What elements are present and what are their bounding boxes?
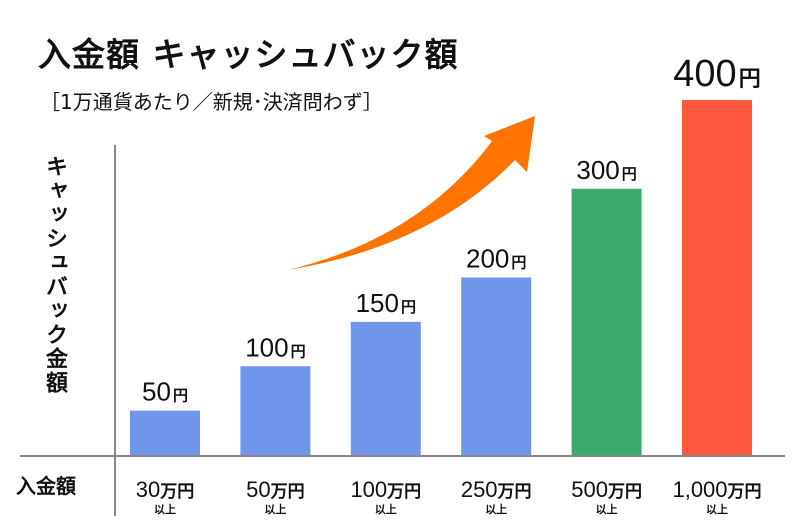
x-tick-suffix: 以上 <box>485 502 507 516</box>
x-tick-suffix: 以上 <box>596 502 618 516</box>
x-tick-label: 50万円 <box>246 477 304 502</box>
bar <box>571 188 642 455</box>
trend-arrow <box>288 116 535 270</box>
data-label: 300 円 <box>576 155 636 185</box>
x-tick-label: 30万円 <box>136 477 194 502</box>
data-label: 50 円 <box>142 377 188 407</box>
x-tick-suffix: 以上 <box>375 502 397 516</box>
bar <box>240 366 311 455</box>
data-label: 150 円 <box>356 288 416 318</box>
x-axis-label: 入金額 <box>16 474 76 498</box>
bar <box>461 277 532 455</box>
x-tick-label: 500万円 <box>571 477 642 502</box>
x-tick-label: 100万円 <box>350 477 421 502</box>
chart-subtitle: ［1万通貨あたり／新規･決済問わず］ <box>40 90 383 114</box>
data-label: 400円 <box>673 53 760 95</box>
y-axis-label: キャッシュバック金額 <box>42 155 67 395</box>
bar <box>130 410 200 455</box>
x-tick-label: 1,000万円 <box>672 477 761 502</box>
chart-title: 入金額 キャッシュバック額 <box>38 35 459 74</box>
x-tick-suffix: 以上 <box>264 502 286 516</box>
x-tick-suffix: 以上 <box>154 502 176 516</box>
x-tick-label: 250万円 <box>461 477 532 502</box>
data-label: 100 円 <box>245 332 305 362</box>
x-tick-suffix: 以上 <box>706 502 728 516</box>
data-label: 200 円 <box>466 244 526 274</box>
bar <box>682 100 752 455</box>
bar <box>350 321 421 455</box>
